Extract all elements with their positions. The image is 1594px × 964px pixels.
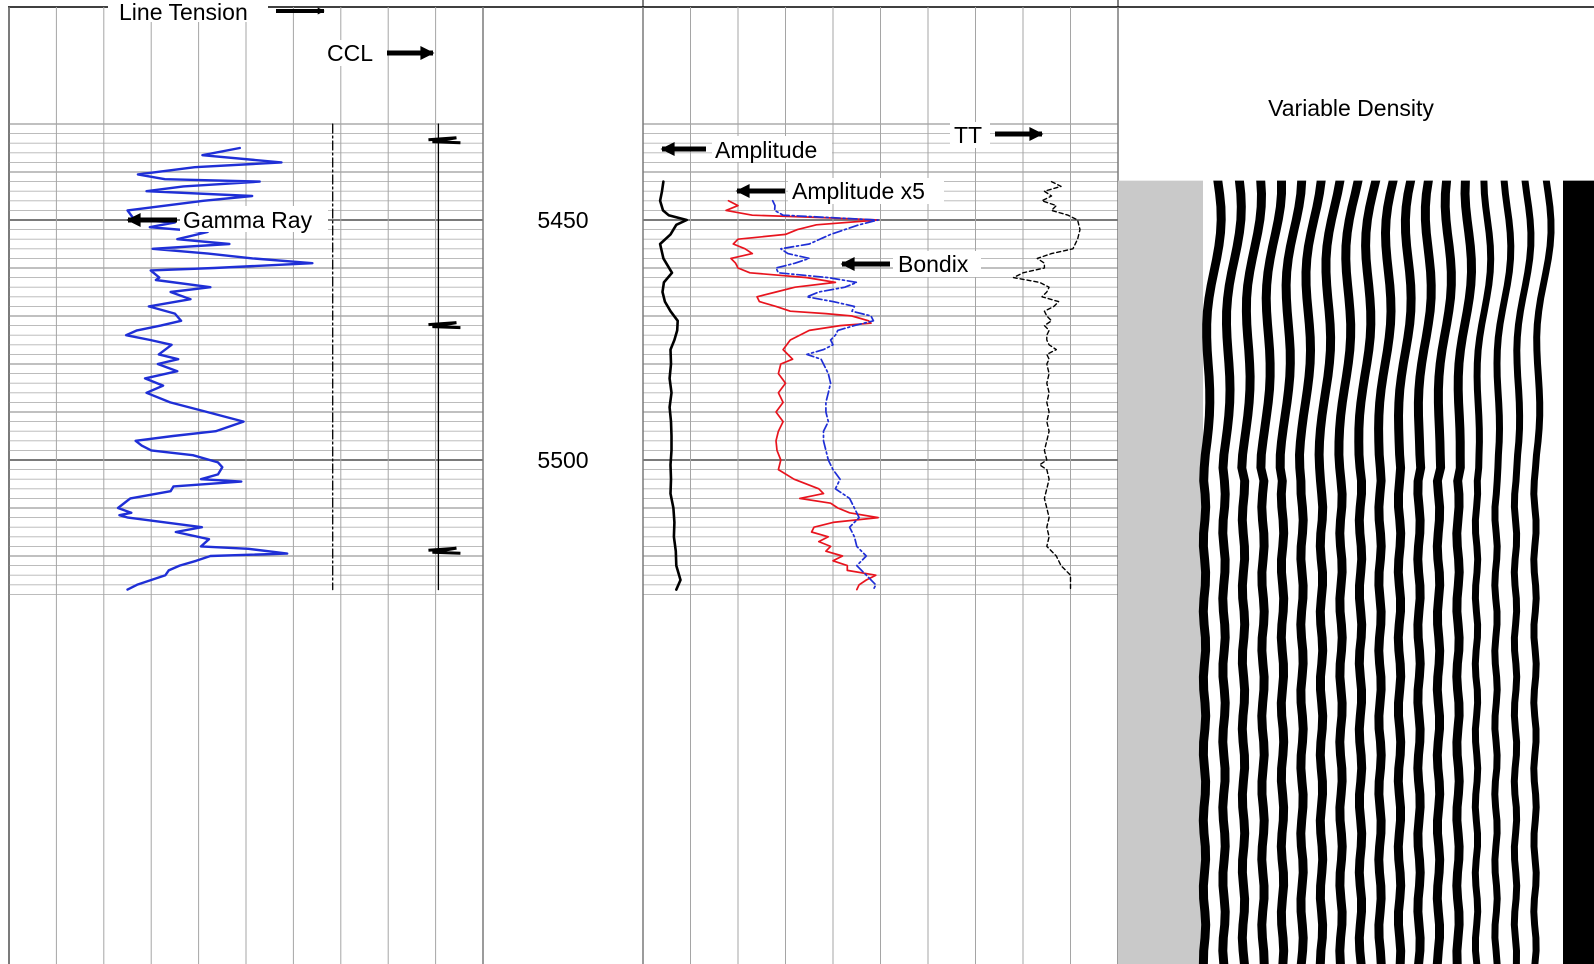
vdl-edge-strip [1563,180,1594,964]
tt-label: TT [950,122,1044,148]
tt-curve [1012,180,1081,591]
track-2-grid [642,7,1119,964]
vdl-band [1413,180,1436,964]
vdl-band [1393,180,1416,964]
svg-text:CCL: CCL [327,40,373,66]
amplitude-x5-curve [725,199,879,591]
ccl-collar-spike [428,321,461,330]
svg-text:Amplitude x5: Amplitude x5 [792,178,925,204]
svg-text:Bondix: Bondix [898,251,969,277]
vdl-band [1510,180,1535,964]
variable-density-title: Variable Density [1268,95,1434,121]
amplitude-x5-label: Amplitude x5 [735,178,944,204]
vdl-edge-gap [1555,180,1563,964]
vdl-band [1256,180,1286,964]
vdl-band [1491,180,1515,964]
vdl-band [1471,180,1495,964]
svg-text:TT: TT [954,122,982,148]
variable-density-image [1118,180,1594,964]
svg-text:Gamma Ray: Gamma Ray [183,207,313,233]
bondix-curve [771,199,879,591]
vdl-band [1374,180,1398,964]
vdl-band [1334,180,1363,964]
vdl-band [1354,180,1381,964]
svg-text:Line Tension: Line Tension [119,0,248,25]
vdl-band [1237,180,1266,964]
amplitude-curve [658,180,688,591]
ccl-collar-spike [428,546,461,555]
ccl-label: CCL [326,40,435,66]
vdl-band [1295,180,1326,964]
vdl-band [1432,180,1456,964]
gamma-ray-label: Gamma Ray [126,206,328,233]
vdl-band [1275,180,1307,964]
vdl-band [1218,180,1246,964]
bondix-label: Bondix [840,251,981,277]
depth-label-5500: 5500 [537,447,588,473]
vdl-band [1314,180,1345,964]
amplitude-label: Amplitude [660,136,832,163]
log-curves [116,123,1081,591]
vdl-band [1198,180,1226,964]
track-1-grid [8,7,484,964]
vdl-speckle-zone [1118,180,1203,964]
vdl-band [1452,180,1476,964]
vdl-band [1530,180,1555,964]
line-tension-label: Line Tension [108,0,325,25]
svg-text:Amplitude: Amplitude [715,137,817,163]
ccl-collar-spike [428,136,461,145]
depth-label-5450: 5450 [537,207,588,233]
